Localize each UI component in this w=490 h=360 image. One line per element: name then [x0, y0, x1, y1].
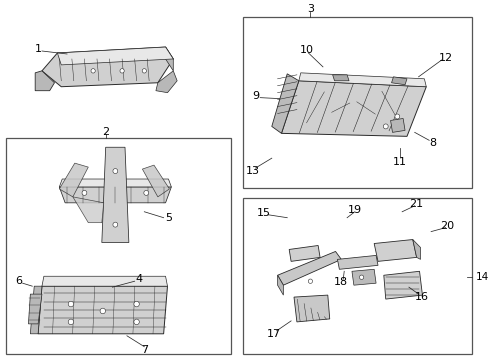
Bar [6, 138, 231, 354]
Circle shape [91, 69, 95, 73]
Polygon shape [294, 295, 330, 322]
Text: 15: 15 [257, 208, 271, 218]
Circle shape [308, 279, 313, 283]
Polygon shape [102, 147, 129, 243]
Polygon shape [338, 255, 378, 269]
Polygon shape [73, 197, 104, 223]
Polygon shape [30, 286, 42, 334]
Text: 17: 17 [267, 329, 281, 339]
Bar [243, 17, 472, 188]
Text: 13: 13 [245, 166, 260, 176]
Polygon shape [166, 47, 173, 71]
Text: 4: 4 [135, 274, 142, 284]
Text: 12: 12 [439, 53, 453, 63]
Circle shape [68, 319, 73, 325]
Text: 3: 3 [307, 4, 314, 14]
Polygon shape [272, 74, 299, 133]
Text: 14: 14 [476, 272, 489, 282]
Text: 16: 16 [415, 292, 428, 302]
Circle shape [142, 69, 147, 73]
Circle shape [120, 69, 124, 73]
Circle shape [134, 319, 139, 325]
Text: 1: 1 [35, 44, 42, 54]
Polygon shape [299, 73, 426, 87]
Polygon shape [42, 47, 173, 87]
Polygon shape [59, 163, 88, 197]
Text: 18: 18 [334, 277, 348, 287]
Polygon shape [38, 286, 168, 334]
Text: 5: 5 [165, 213, 172, 223]
Bar [243, 198, 472, 354]
Circle shape [68, 301, 73, 307]
Polygon shape [289, 246, 320, 261]
Circle shape [82, 190, 87, 195]
Circle shape [113, 222, 118, 227]
Polygon shape [277, 251, 342, 285]
Polygon shape [28, 294, 42, 324]
Polygon shape [281, 81, 426, 136]
Text: 7: 7 [141, 345, 148, 355]
Text: 6: 6 [15, 276, 22, 286]
Polygon shape [57, 47, 173, 65]
Circle shape [383, 124, 388, 129]
Circle shape [113, 168, 118, 174]
Polygon shape [333, 75, 349, 81]
Polygon shape [392, 77, 407, 85]
Circle shape [134, 301, 139, 307]
Text: 8: 8 [430, 138, 437, 148]
Polygon shape [277, 275, 283, 295]
Text: 10: 10 [299, 45, 314, 55]
Polygon shape [59, 179, 172, 187]
Text: 2: 2 [102, 127, 109, 138]
Polygon shape [143, 165, 170, 197]
Polygon shape [391, 118, 405, 132]
Polygon shape [352, 269, 376, 285]
Text: 19: 19 [348, 205, 362, 215]
Polygon shape [59, 187, 172, 203]
Polygon shape [156, 71, 177, 93]
Text: 20: 20 [441, 221, 455, 231]
Text: 11: 11 [393, 157, 407, 167]
Circle shape [360, 275, 364, 279]
Polygon shape [384, 271, 422, 299]
Circle shape [395, 114, 400, 119]
Polygon shape [35, 71, 54, 91]
Text: 9: 9 [252, 91, 259, 101]
Circle shape [100, 308, 105, 314]
Circle shape [144, 190, 148, 195]
Polygon shape [413, 239, 420, 260]
Polygon shape [374, 239, 416, 261]
Text: 21: 21 [410, 199, 424, 209]
Polygon shape [42, 276, 168, 286]
